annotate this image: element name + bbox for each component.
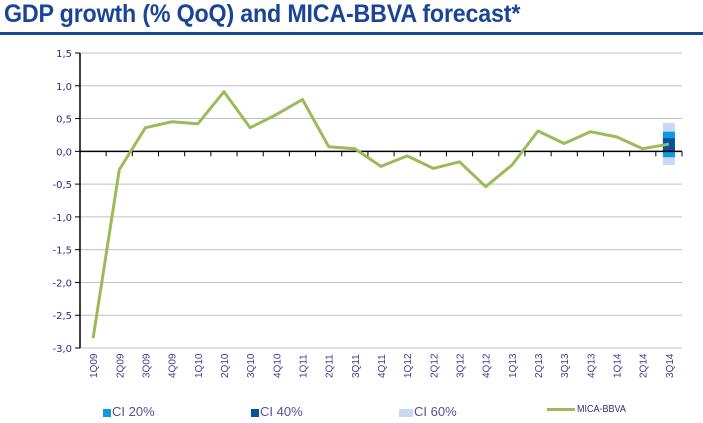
y-tick-label: 0,5	[56, 115, 72, 126]
x-tick-label: 3Q09	[141, 353, 152, 378]
x-tick-label: 2Q09	[115, 353, 126, 378]
legend-label-mica-bbva: MICA-BBVA	[577, 404, 626, 415]
series-lines	[91, 90, 670, 339]
gridlines	[80, 52, 682, 349]
y-tick-label: -3,0	[52, 344, 72, 355]
legend-label-ci40: CI 40%	[260, 404, 303, 419]
x-tick-label: 3Q10	[246, 353, 257, 378]
x-tick-label: 4Q13	[586, 353, 597, 378]
legend-ci40: CI 40%	[251, 404, 303, 419]
y-tick-label: -1,0	[52, 213, 72, 224]
x-tick-label: 3Q12	[456, 353, 467, 378]
legend-line-mica-bbva	[547, 408, 575, 411]
chart-area: 1,5 1,0 0,5 0,0 -0,5 -1,0 -1,5 -2,0 -2,5 -3,0 1Q0…	[52, 49, 683, 378]
y-tick-label: 1,5	[56, 49, 72, 60]
x-tick-labels: 1Q09 2Q09 3Q09 4Q09 1Q10 2Q10 3Q10 4Q10 1Q11 2Q11…	[89, 353, 676, 378]
x-tick-label: 4Q11	[377, 354, 388, 378]
x-tick-label: 4Q10	[272, 353, 283, 378]
legend-ci20: CI 20%	[103, 404, 155, 419]
title-underline	[0, 32, 703, 35]
y-tick-label: 0,0	[56, 147, 72, 158]
x-tick-label: 2Q11	[325, 354, 336, 378]
chart-title: GDP growth (% QoQ) and MICA-BBVA forecas…	[4, 0, 521, 28]
x-tick-label: 3Q11	[351, 354, 362, 378]
x-tick-label: 1Q10	[194, 353, 205, 378]
x-tick-label: 1Q14	[613, 353, 624, 378]
legend-swatch-ci40	[251, 409, 259, 417]
y-tick-labels: 1,5 1,0 0,5 0,0 -0,5 -1,0 -1,5 -2,0 -2,5 -3,0	[52, 49, 72, 355]
legend-swatch-ci20	[103, 409, 111, 417]
x-tick-label: 2Q12	[429, 353, 440, 378]
axes	[75, 52, 683, 349]
y-tick-label: 1,0	[56, 82, 72, 93]
x-tick-label: 4Q12	[482, 353, 493, 378]
x-tick-label: 3Q13	[560, 353, 571, 378]
x-tick-label: 3Q14	[665, 353, 676, 378]
series-line-mica-bbva	[91, 90, 670, 339]
legend-mica-bbva: MICA-BBVA	[547, 404, 631, 415]
legend-swatch-ci60	[399, 409, 413, 417]
x-tick-label: 1Q13	[508, 353, 519, 378]
x-tick-label: 2Q14	[639, 353, 650, 378]
x-tick-label: 1Q11	[298, 354, 309, 378]
legend-label-ci20: CI 20%	[112, 404, 155, 419]
x-tick-label: 2Q10	[220, 353, 231, 378]
x-tick-label: 1Q12	[403, 353, 414, 378]
y-tick-label: -2,5	[52, 311, 72, 322]
x-tick-label: 4Q09	[168, 353, 179, 378]
legend-label-ci60: CI 60%	[414, 404, 457, 419]
y-tick-label: -2,0	[52, 278, 72, 289]
y-tick-label: -1,5	[52, 246, 72, 257]
y-tick-label: -0,5	[52, 180, 72, 191]
x-tick-label: 1Q09	[89, 353, 100, 378]
legend-ci60: CI 60%	[399, 404, 457, 419]
x-tick-label: 2Q13	[534, 353, 545, 378]
